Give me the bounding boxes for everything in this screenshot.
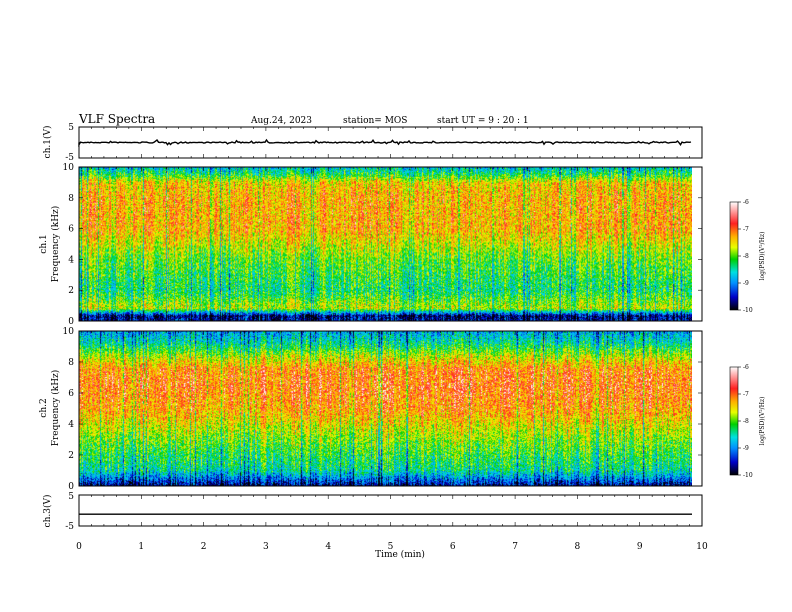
ch2-colorbar-ticks: -6 -7 -8 -9 -10 (738, 364, 753, 479)
station-label: station= MOS (343, 116, 407, 126)
ch1-waveform-ylabel: ch.1(V) (42, 126, 53, 159)
x-axis-label: Time (min) (375, 549, 425, 560)
figure-title: VLF Spectra (78, 112, 155, 126)
ch1-spectrogram-xticks (78, 167, 703, 321)
colorbar-tick-label: -7 (743, 391, 749, 398)
x-tick-label: 8 (575, 542, 581, 552)
ch2-spectrogram-yticks: 0 2 4 6 8 10 (63, 327, 702, 492)
colorbar-tick-label: -7 (743, 226, 749, 233)
ch2-spectrogram-panel: 0 2 4 6 8 10 ch.2 Frequency (kHz) (39, 327, 703, 492)
ch2-spectrogram-ylabel-line1: ch.2 (39, 398, 49, 417)
ch1-ytick-top: 5 (68, 123, 74, 133)
ch1-spectrogram-image (79, 167, 692, 321)
frequency-tick-label: 4 (68, 420, 74, 430)
ch3-waveform-xticks (78, 495, 703, 526)
ch2-spectrogram-image (79, 331, 692, 486)
ch1-waveform-trace (78, 138, 692, 148)
ch1-spectrogram-ylabel-line2: Frequency (kHz) (50, 206, 61, 283)
x-tick-label: 10 (696, 542, 708, 552)
date-label: Aug.24, 2023 (250, 116, 312, 126)
frequency-tick-label: 0 (68, 482, 74, 492)
ch1-spectrogram-panel: 0 2 4 6 8 10 ch.1 Frequency (kHz) (39, 163, 703, 327)
frequency-tick-label: 8 (68, 194, 74, 204)
colorbar-tick-label: -8 (743, 418, 749, 425)
frequency-tick-label: 6 (68, 389, 74, 399)
ch2-colorbar-bar (729, 366, 739, 476)
colorbar-tick-label: -8 (743, 253, 749, 260)
ch1-colorbar-ticks: -6 -7 -8 -9 -10 (738, 199, 753, 314)
ch1-colorbar: -6 -7 -8 -9 -10 log(PSD)(V²/Hz) (729, 199, 766, 314)
x-axis-tick-labels: 0 1 2 3 4 5 6 7 8 9 10 (76, 542, 708, 552)
x-tick-label: 2 (201, 542, 207, 552)
frequency-tick-label: 2 (68, 451, 74, 461)
frequency-tick-label: 0 (68, 317, 74, 327)
ch2-spectrogram-xticks (78, 331, 703, 486)
x-tick-label: 3 (263, 542, 269, 552)
ch3-ytick-top: 5 (68, 492, 74, 502)
colorbar-tick-label: -6 (743, 364, 749, 371)
colorbar-tick-label: -6 (743, 199, 749, 206)
start-time-label: start UT = 9 : 20 : 1 (437, 116, 529, 126)
ch1-colorbar-label: log(PSD)(V²/Hz) (759, 232, 766, 281)
ch3-ytick-bottom: -5 (65, 522, 74, 532)
colorbar-tick-label: -9 (743, 445, 749, 452)
ch1-waveform-panel: 5 -5 ch.1(V) (42, 123, 703, 163)
x-tick-label: 6 (450, 542, 456, 552)
x-tick-label: 5 (388, 542, 394, 552)
ch1-spectrogram-yticks: 0 2 4 6 8 10 (63, 163, 702, 327)
colorbar-tick-label: -10 (743, 472, 753, 479)
frequency-tick-label: 2 (68, 286, 74, 296)
colorbar-tick-label: -9 (743, 280, 749, 287)
frequency-tick-label: 6 (68, 225, 74, 235)
ch1-waveform-xticks (78, 127, 703, 158)
ch3-waveform-frame (78, 494, 703, 527)
frequency-tick-label: 10 (63, 327, 75, 337)
ch3-waveform-panel: 5 -5 ch.3(V) (42, 492, 703, 532)
x-tick-label: 9 (637, 542, 643, 552)
colorbar-tick-label: -10 (743, 307, 753, 314)
frequency-tick-label: 10 (63, 163, 75, 173)
x-tick-label: 7 (512, 542, 518, 552)
frequency-tick-label: 8 (68, 358, 74, 368)
ch2-spectrogram-ylabel-line2: Frequency (kHz) (50, 370, 61, 447)
x-tick-label: 0 (76, 542, 82, 552)
ch1-ytick-bottom: -5 (65, 153, 74, 163)
x-tick-label: 4 (325, 542, 331, 552)
ch1-spectrogram-ylabel-line1: ch.1 (39, 234, 49, 253)
ch2-colorbar: -6 -7 -8 -9 -10 log(PSD)(V²/Hz) (729, 364, 766, 479)
frequency-tick-label: 4 (68, 255, 74, 265)
x-tick-label: 1 (138, 542, 144, 552)
ch2-colorbar-label: log(PSD)(V²/Hz) (759, 397, 766, 446)
ch1-colorbar-bar (729, 201, 739, 311)
ch3-waveform-ylabel: ch.3(V) (42, 495, 53, 528)
